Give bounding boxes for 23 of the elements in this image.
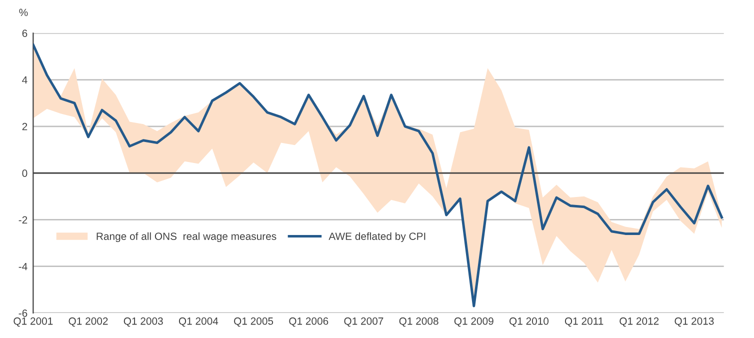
y-tick-label: -6 bbox=[18, 309, 28, 317]
x-tick-label: Q1 2003 bbox=[124, 317, 163, 327]
legend-label: Range of all ONS real wage measures bbox=[96, 232, 276, 242]
x-tick-label: Q1 2012 bbox=[620, 317, 659, 327]
legend-label: AWE deflated by CPI bbox=[328, 232, 426, 242]
x-tick-label: Q1 2009 bbox=[454, 317, 494, 327]
y-tick-label: 6 bbox=[22, 30, 28, 37]
x-tick-label: Q1 2008 bbox=[399, 317, 438, 327]
y-tick-label: 2 bbox=[22, 122, 28, 130]
y-tick-label: 0 bbox=[22, 170, 28, 177]
x-tick-label: Q1 2011 bbox=[564, 317, 604, 327]
x-tick-label: Q1 2001 bbox=[14, 317, 53, 327]
x-tick-label: Q1 2002 bbox=[68, 317, 108, 327]
y-axis-title: % bbox=[19, 8, 28, 16]
x-tick-label: Q1 2006 bbox=[289, 317, 328, 327]
y-tick-label: -4 bbox=[18, 262, 28, 270]
x-tick-label: Q1 2005 bbox=[234, 317, 274, 327]
x-tick-label: Q1 2013 bbox=[674, 317, 714, 327]
x-tick-label: Q1 2007 bbox=[344, 317, 384, 327]
x-tick-label: Q1 2004 bbox=[178, 317, 218, 327]
y-tick-label: 4 bbox=[22, 76, 28, 84]
x-tick-label: Q1 2010 bbox=[509, 317, 549, 327]
y-tick-label: -2 bbox=[18, 216, 28, 224]
